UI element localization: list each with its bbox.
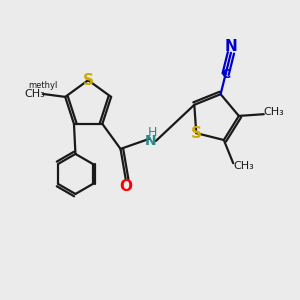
Text: methyl: methyl	[28, 81, 58, 90]
Text: N: N	[225, 39, 237, 54]
Text: CH₃: CH₃	[25, 89, 45, 99]
Text: H: H	[148, 126, 158, 139]
Text: CH₃: CH₃	[263, 107, 284, 117]
Text: S: S	[191, 126, 202, 141]
Text: N: N	[145, 134, 156, 148]
Text: CH₃: CH₃	[233, 161, 254, 171]
Text: O: O	[119, 179, 132, 194]
Text: S: S	[83, 73, 94, 88]
Text: C: C	[221, 68, 230, 81]
